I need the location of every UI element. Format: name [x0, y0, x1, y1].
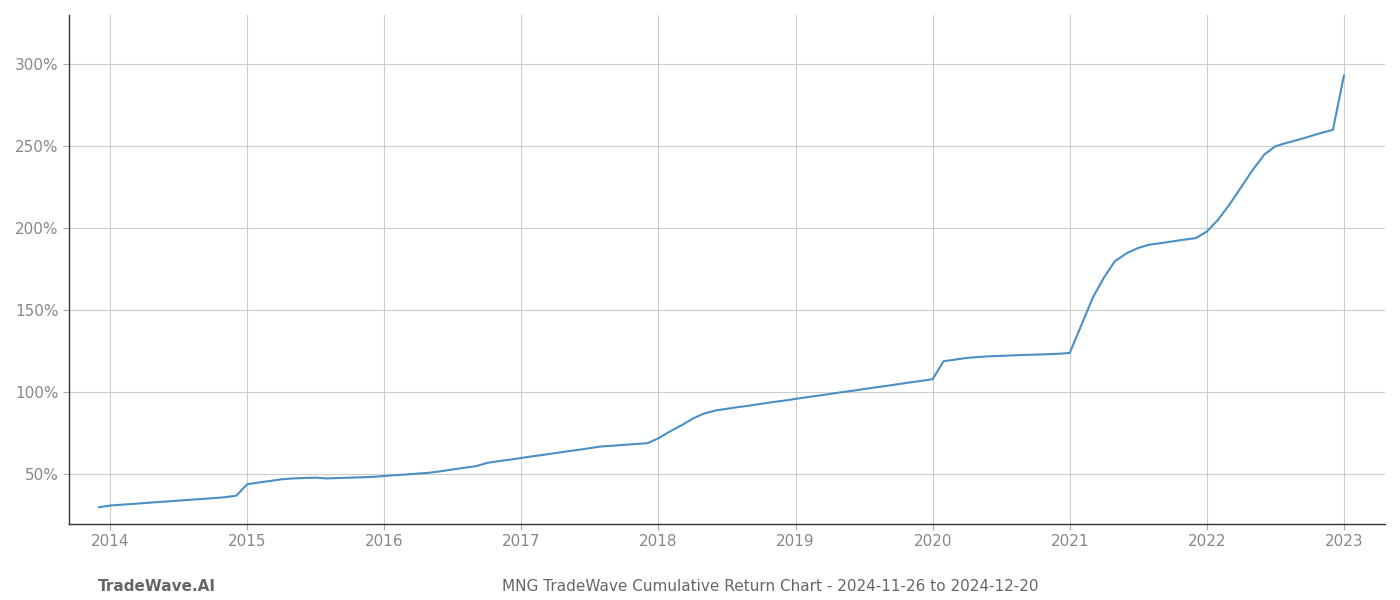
Text: MNG TradeWave Cumulative Return Chart - 2024-11-26 to 2024-12-20: MNG TradeWave Cumulative Return Chart - …	[501, 579, 1039, 594]
Text: TradeWave.AI: TradeWave.AI	[98, 579, 216, 594]
